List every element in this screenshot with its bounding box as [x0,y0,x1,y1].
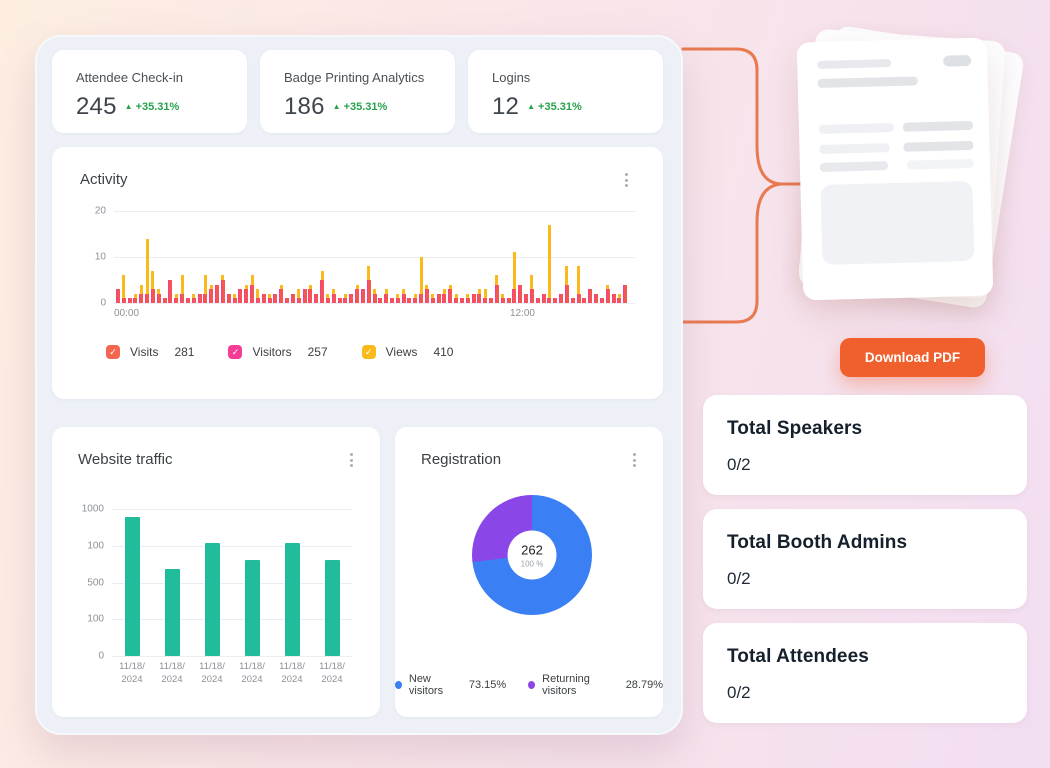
registration-card: Registration 262 100 % New visitors 73.1… [395,427,663,717]
activity-legend: ✓ Visits 281 ✓ Visitors 257 ✓ Views 410 [106,345,635,359]
activity-menu-icon[interactable] [617,171,635,189]
legend-item-views[interactable]: ✓ Views 410 [361,345,453,359]
stat-value: 186 [284,93,325,120]
stat-delta: ▲ +35.31% [124,101,180,113]
total-speakers-card: Total Speakers 0/2 [703,395,1027,495]
legend-item-new-visitors[interactable]: New visitors 73.15% [395,673,506,697]
activity-chart: 20 10 0 [80,205,635,309]
traffic-bar [284,509,300,656]
total-booth-admins-card: Total Booth Admins 0/2 [703,509,1027,609]
stat-label: Logins [492,70,531,85]
activity-y-axis: 20 10 0 [94,205,106,309]
dashboard-panel: Attendee Check-in 245 ▲ +35.31% Badge Pri… [35,35,683,735]
trend-up-icon: ▲ [124,102,133,111]
traffic-x-label: 11/18/ 2024 [119,661,145,685]
activity-title: Activity [80,171,128,188]
pdf-sheet-front [796,37,994,301]
traffic-plot [112,509,352,657]
stat-label: Attendee Check-in [76,70,183,85]
checkbox-checked-icon[interactable]: ✓ [228,345,243,359]
website-traffic-menu-icon[interactable] [342,451,360,469]
traffic-x-label: 11/18/ 2024 [319,661,345,685]
checkbox-checked-icon[interactable]: ✓ [106,345,120,359]
website-traffic-card: Website traffic 1000 100 500 100 0 [52,427,380,717]
traffic-x-label: 11/18/ 2024 [239,661,265,685]
legend-item-visitors[interactable]: ✓ Visitors 257 [228,345,328,359]
download-pdf-button[interactable]: Download PDF [840,338,985,377]
pdf-preview-stack [796,24,1026,310]
total-card-title: Total Booth Admins [727,532,908,553]
traffic-x-label: 11/18/ 2024 [159,661,185,685]
traffic-x-label: 11/18/ 2024 [279,661,305,685]
activity-plot [114,211,635,304]
traffic-x-label: 11/18/ 2024 [199,661,225,685]
traffic-bar [204,509,220,656]
legend-item-visits[interactable]: ✓ Visits 281 [106,345,194,359]
activity-x-axis: 00:00 12:00 [114,308,535,319]
legend-dot [395,681,402,689]
website-traffic-title: Website traffic [78,451,173,468]
trend-up-icon: ▲ [527,102,536,111]
traffic-y-axis: 1000 100 500 100 0 [81,503,104,662]
trend-up-icon: ▲ [332,102,341,111]
stat-card-attendee-checkin: Attendee Check-in 245 ▲ +35.31% [52,50,247,133]
total-card-title: Total Attendees [727,646,869,667]
traffic-bar [244,509,260,656]
traffic-x-axis: 11/18/ 2024 11/18/ 2024 11/18/ 2024 11/18/ … [112,656,352,687]
stat-value: 245 [76,93,117,120]
activity-card: Activity 20 10 0 00:00 12:00 [52,147,663,399]
registration-menu-icon[interactable] [625,451,643,469]
checkbox-checked-icon[interactable]: ✓ [361,345,376,359]
traffic-bar [164,509,180,656]
total-attendees-card: Total Attendees 0/2 [703,623,1027,723]
registration-donut: 262 100 % [472,495,592,615]
total-card-value: 0/2 [727,455,751,474]
total-card-value: 0/2 [727,683,751,702]
registration-title: Registration [421,451,502,468]
traffic-bar [124,509,140,656]
registration-legend: New visitors 73.15% Returning visitors 2… [395,673,663,697]
stat-value: 12 [492,93,520,120]
total-card-title: Total Speakers [727,418,863,439]
stat-card-badge-printing: Badge Printing Analytics 186 ▲ +35.31% [260,50,455,133]
traffic-chart: 1000 100 500 100 0 [78,503,360,662]
legend-dot [528,681,536,689]
stat-delta: ▲ +35.31% [332,101,388,113]
stat-card-row: Attendee Check-in 245 ▲ +35.31% Badge Pri… [52,50,663,133]
activity-bars [116,211,629,303]
traffic-bars [112,509,352,656]
donut-center: 262 100 % [507,530,557,580]
traffic-bar [324,509,340,656]
legend-item-returning-visitors[interactable]: Returning visitors 28.79% [528,673,663,697]
total-card-value: 0/2 [727,569,751,588]
totals-column: Total Speakers 0/2 Total Booth Admins 0/… [703,395,1027,723]
stat-card-logins: Logins 12 ▲ +35.31% [468,50,663,133]
stat-label: Badge Printing Analytics [284,70,425,85]
stat-delta: ▲ +35.31% [527,101,582,113]
